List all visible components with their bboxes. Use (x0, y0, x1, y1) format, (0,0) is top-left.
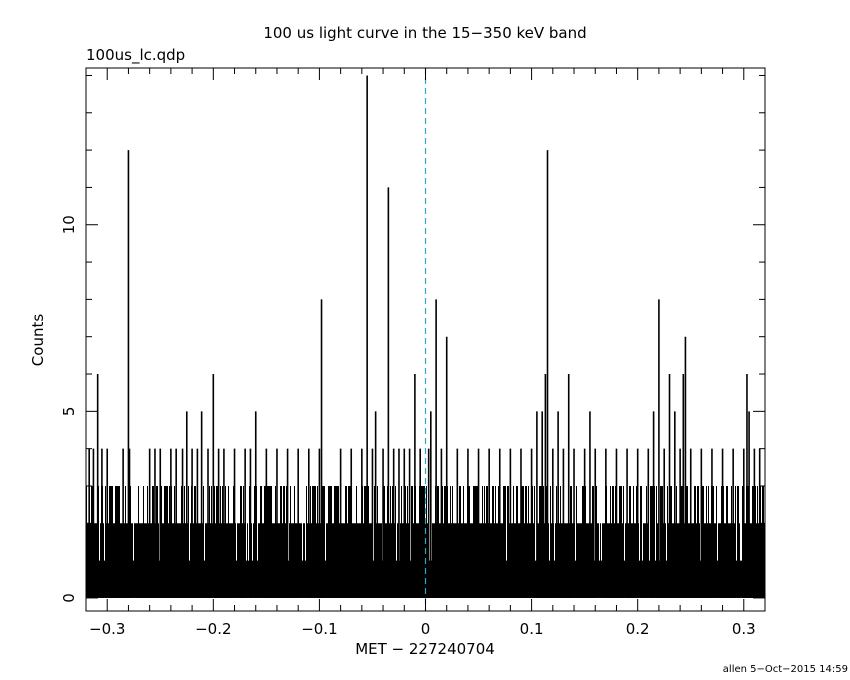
y-axis-ticks: 0 5 10 (60, 74, 765, 603)
y-axis-label: Counts (29, 314, 47, 367)
chart-title: 100 us light curve in the 15−350 keV ban… (263, 24, 586, 42)
x-tick-label: −0.2 (195, 620, 231, 638)
x-tick-label: −0.1 (301, 620, 337, 638)
x-tick-label: 0 (421, 620, 431, 638)
count-bars (86, 75, 765, 598)
x-tick-label: 0.3 (732, 620, 756, 638)
y-tick-label: 10 (60, 215, 78, 234)
x-tick-label: 0.2 (626, 620, 650, 638)
x-tick-label: 0.1 (520, 620, 544, 638)
x-tick-label: −0.3 (89, 620, 125, 638)
x-axis-label: MET − 227240704 (355, 640, 495, 658)
y-tick-label: 5 (60, 407, 78, 417)
file-label: 100us_lc.qdp (86, 46, 185, 65)
footer-stamp: allen 5−Oct−2015 14:59 (723, 664, 848, 675)
x-axis-ticks: −0.3 −0.2 −0.1 0 0.1 0.2 0.3 (85, 68, 766, 638)
y-tick-label: 0 (60, 593, 78, 603)
